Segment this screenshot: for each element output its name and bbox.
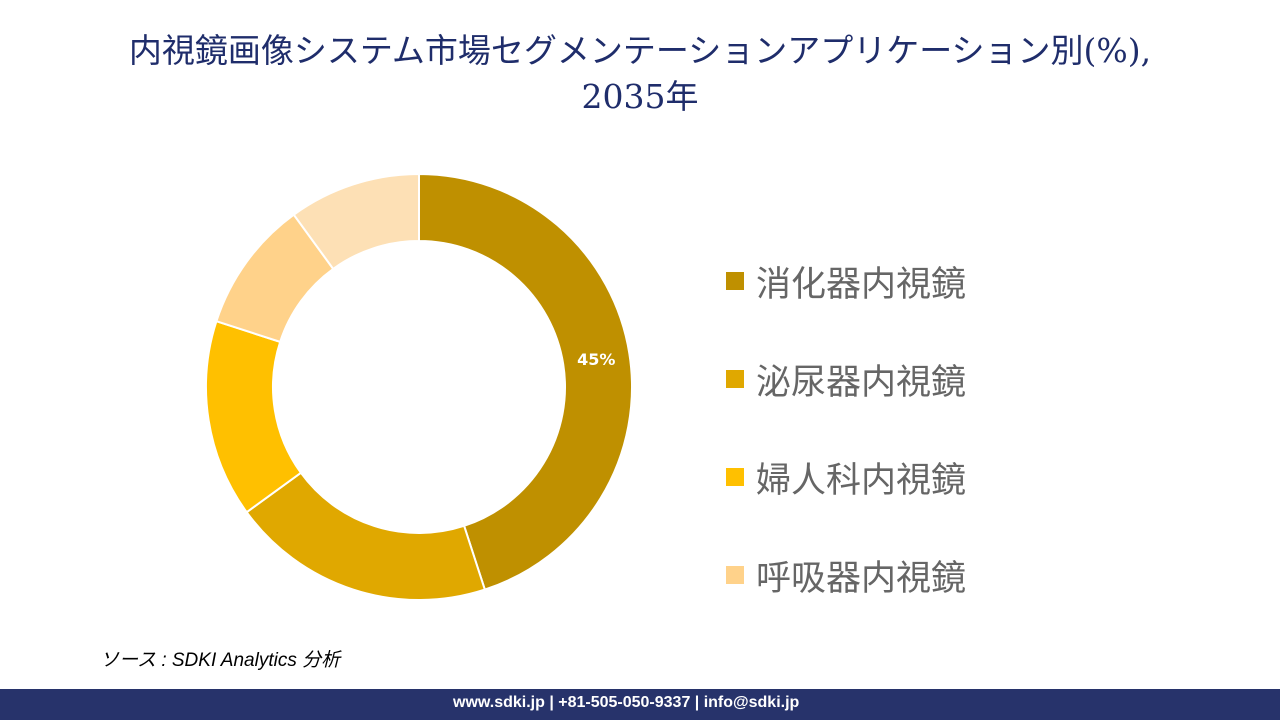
- legend-label: 呼吸器内視鏡: [756, 558, 967, 599]
- legend: 消化器内視鏡 泌尿器内視鏡 婦人科内視鏡 呼吸器内視鏡: [726, 232, 966, 624]
- legend-item: 消化器内視鏡: [726, 232, 966, 330]
- legend-label: 婦人科内視鏡: [756, 460, 967, 501]
- legend-item: 婦人科内視鏡: [726, 428, 966, 526]
- chart-title: 内視鏡画像システム市場セグメンテーションアプリケーション別(%), 2035年: [0, 28, 1280, 120]
- legend-swatch: [726, 370, 744, 388]
- data-label-1: 45%: [577, 350, 615, 369]
- footer-contact: www.sdki.jp | +81-505-050-9337 | info@sd…: [453, 694, 800, 711]
- legend-swatch: [726, 468, 744, 486]
- legend-swatch: [726, 566, 744, 584]
- title-line-2: 2035年: [581, 77, 699, 116]
- legend-label: 消化器内視鏡: [756, 264, 967, 305]
- legend-label: 泌尿器内視鏡: [756, 362, 967, 403]
- title-line-1: 内視鏡画像システム市場セグメンテーションアプリケーション別(%),: [128, 31, 1152, 70]
- donut-segment-1: [418, 172, 633, 591]
- legend-item: 泌尿器内視鏡: [726, 330, 966, 428]
- legend-swatch: [726, 272, 744, 290]
- donut-segment-2: [245, 471, 487, 601]
- source-note: ソース : SDKI Analytics 分析: [100, 650, 341, 671]
- legend-item: 呼吸器内視鏡: [726, 526, 966, 624]
- footer-bar: www.sdki.jp | +81-505-050-9337 | info@sd…: [0, 689, 1280, 720]
- donut-segment-3: [205, 319, 303, 514]
- donut-segment-5: [292, 172, 420, 271]
